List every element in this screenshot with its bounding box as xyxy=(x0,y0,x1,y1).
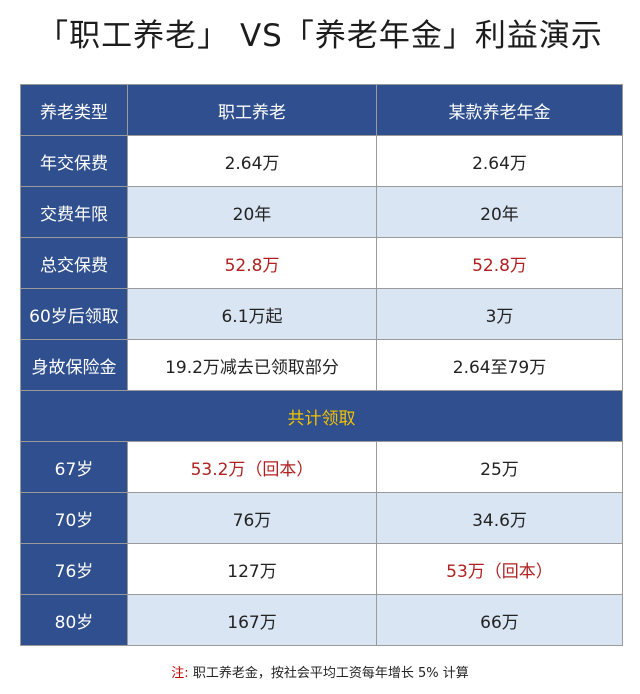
row-label: 年交保费 xyxy=(20,135,128,187)
table-row: 年交保费 2.64万 2.64万 xyxy=(20,135,623,187)
row-col2: 34.6万 xyxy=(376,492,623,544)
row-label: 80岁 xyxy=(20,594,128,646)
row-label: 67岁 xyxy=(20,441,128,493)
footnote-text: 职工养老金，按社会平均工资每年增长 5% 计算 xyxy=(192,666,469,681)
row-label: 60岁后领取 xyxy=(20,288,128,340)
table-row: 67岁 53.2万（回本） 25万 xyxy=(20,441,623,493)
row-col2: 25万 xyxy=(376,441,623,493)
row-label: 总交保费 xyxy=(20,237,128,289)
table-row: 70岁 76万 34.6万 xyxy=(20,492,623,544)
table-row: 身故保险金 19.2万减去已领取部分 2.64至79万 xyxy=(20,339,623,391)
row-col1: 127万 xyxy=(127,543,377,595)
row-col1: 76万 xyxy=(127,492,377,544)
section-title: 共计领取 xyxy=(20,390,623,442)
row-col1: 6.1万起 xyxy=(127,288,377,340)
header-label: 养老类型 xyxy=(20,84,128,136)
page-title: 「职工养老」 VS「养老年金」利益演示 xyxy=(37,18,603,54)
table-row: 80岁 167万 66万 xyxy=(20,594,623,646)
row-col1: 53.2万（回本） xyxy=(127,441,377,493)
row-col1: 52.8万 xyxy=(127,237,377,289)
row-label: 交费年限 xyxy=(20,186,128,238)
table-row: 总交保费 52.8万 52.8万 xyxy=(20,237,623,289)
row-col2: 20年 xyxy=(376,186,623,238)
row-col2: 2.64万 xyxy=(376,135,623,187)
row-col2: 2.64至79万 xyxy=(376,339,623,391)
header-col2: 某款养老年金 xyxy=(376,84,623,136)
row-col2: 53万（回本） xyxy=(376,543,623,595)
footnote-prefix: 注: xyxy=(171,666,189,681)
row-label: 76岁 xyxy=(20,543,128,595)
table-header-row: 养老类型 职工养老 某款养老年金 xyxy=(20,84,623,136)
row-col1: 167万 xyxy=(127,594,377,646)
footnote: 注: 职工养老金，按社会平均工资每年增长 5% 计算 xyxy=(0,662,640,681)
row-label: 身故保险金 xyxy=(20,339,128,391)
row-col1: 20年 xyxy=(127,186,377,238)
row-col1: 19.2万减去已领取部分 xyxy=(127,339,377,391)
row-col1: 2.64万 xyxy=(127,135,377,187)
header-col1: 职工养老 xyxy=(127,84,377,136)
table-row: 60岁后领取 6.1万起 3万 xyxy=(20,288,623,340)
row-label: 70岁 xyxy=(20,492,128,544)
table-row: 76岁 127万 53万（回本） xyxy=(20,543,623,595)
table-row: 交费年限 20年 20年 xyxy=(20,186,623,238)
comparison-table: 养老类型 职工养老 某款养老年金 年交保费 2.64万 2.64万 交费年限 2… xyxy=(20,84,623,646)
row-col2: 66万 xyxy=(376,594,623,646)
row-col2: 52.8万 xyxy=(376,237,623,289)
section-header-row: 共计领取 xyxy=(20,390,623,442)
row-col2: 3万 xyxy=(376,288,623,340)
